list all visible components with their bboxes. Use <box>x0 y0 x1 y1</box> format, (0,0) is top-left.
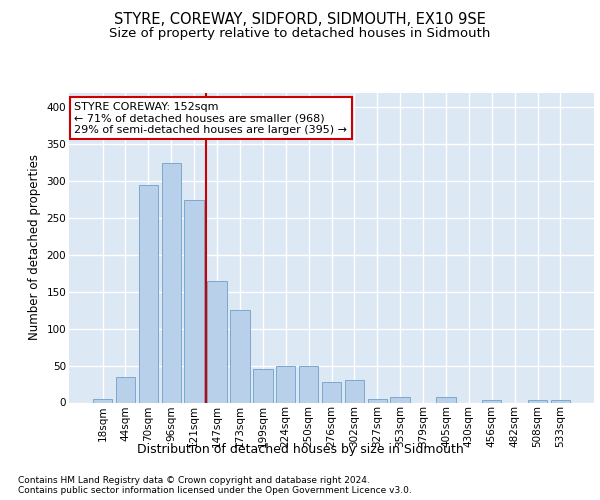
Bar <box>230 310 250 402</box>
Bar <box>368 399 387 402</box>
Bar <box>184 200 204 402</box>
Bar <box>344 380 364 402</box>
Bar <box>436 396 455 402</box>
Text: Distribution of detached houses by size in Sidmouth: Distribution of detached houses by size … <box>137 442 463 456</box>
Bar <box>482 400 502 402</box>
Bar <box>528 400 547 402</box>
Bar <box>93 399 112 402</box>
Bar <box>299 366 319 403</box>
Text: STYRE COREWAY: 152sqm
← 71% of detached houses are smaller (968)
29% of semi-det: STYRE COREWAY: 152sqm ← 71% of detached … <box>74 102 347 135</box>
Bar <box>253 370 272 402</box>
Bar <box>551 400 570 402</box>
Bar <box>161 162 181 402</box>
Bar <box>208 280 227 402</box>
Text: Contains HM Land Registry data © Crown copyright and database right 2024.
Contai: Contains HM Land Registry data © Crown c… <box>18 476 412 495</box>
Y-axis label: Number of detached properties: Number of detached properties <box>28 154 41 340</box>
Text: STYRE, COREWAY, SIDFORD, SIDMOUTH, EX10 9SE: STYRE, COREWAY, SIDFORD, SIDMOUTH, EX10 … <box>114 12 486 28</box>
Bar <box>322 382 341 402</box>
Text: Size of property relative to detached houses in Sidmouth: Size of property relative to detached ho… <box>109 28 491 40</box>
Bar <box>391 396 410 402</box>
Bar <box>139 185 158 402</box>
Bar <box>116 376 135 402</box>
Bar <box>276 366 295 403</box>
